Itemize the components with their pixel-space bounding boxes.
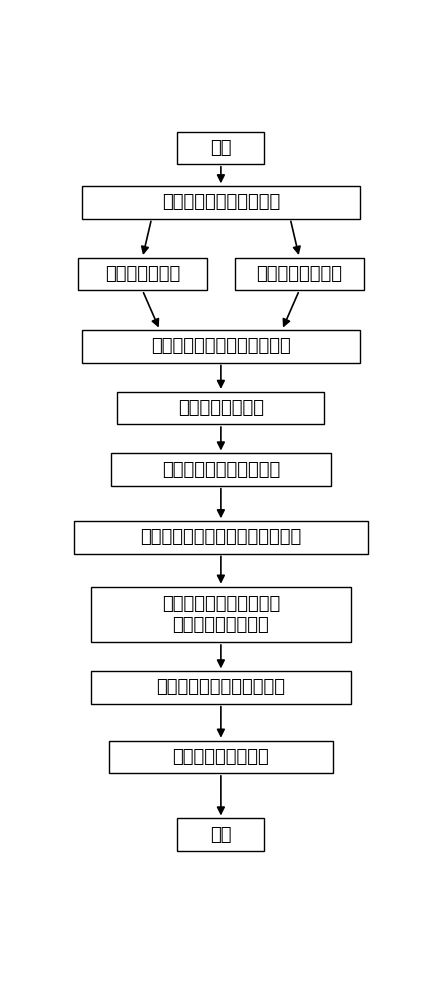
Bar — [177, 132, 264, 164]
Text: 获取锚杆的长度: 获取锚杆的长度 — [104, 265, 180, 283]
Bar — [78, 258, 206, 290]
Bar — [82, 186, 359, 219]
Bar — [111, 453, 330, 486]
Bar — [117, 392, 324, 424]
Bar — [90, 671, 350, 704]
Text: 动态锚固力的解析解: 动态锚固力的解析解 — [172, 748, 269, 766]
Bar — [74, 521, 367, 554]
Text: 顶部边界垂直钻孔: 顶部边界垂直钻孔 — [178, 399, 263, 417]
Bar — [234, 258, 363, 290]
Bar — [82, 330, 359, 363]
Text: 探测被测锚杆的埋设位置: 探测被测锚杆的埋设位置 — [161, 193, 280, 211]
Text: 搜索未加固土体滑动面的位置: 搜索未加固土体滑动面的位置 — [150, 337, 290, 355]
Text: 获取锚固体的长度: 获取锚固体的长度 — [256, 265, 341, 283]
Text: 孔底锚固体上固定安设测力传感器: 孔底锚固体上固定安设测力传感器 — [140, 528, 301, 546]
Bar — [109, 741, 332, 773]
Text: 换算得到锚杆的安设角，
锚土界面的相对位移: 换算得到锚杆的安设角， 锚土界面的相对位移 — [161, 595, 280, 634]
Bar — [177, 818, 264, 851]
Text: 结束: 结束 — [210, 826, 231, 844]
Text: 开始: 开始 — [210, 139, 231, 157]
Text: 理论推导锚固界面的粘结力: 理论推导锚固界面的粘结力 — [156, 678, 285, 696]
Bar — [90, 587, 350, 642]
Text: 放置测钎杆，安设百分表: 放置测钎杆，安设百分表 — [161, 461, 280, 479]
